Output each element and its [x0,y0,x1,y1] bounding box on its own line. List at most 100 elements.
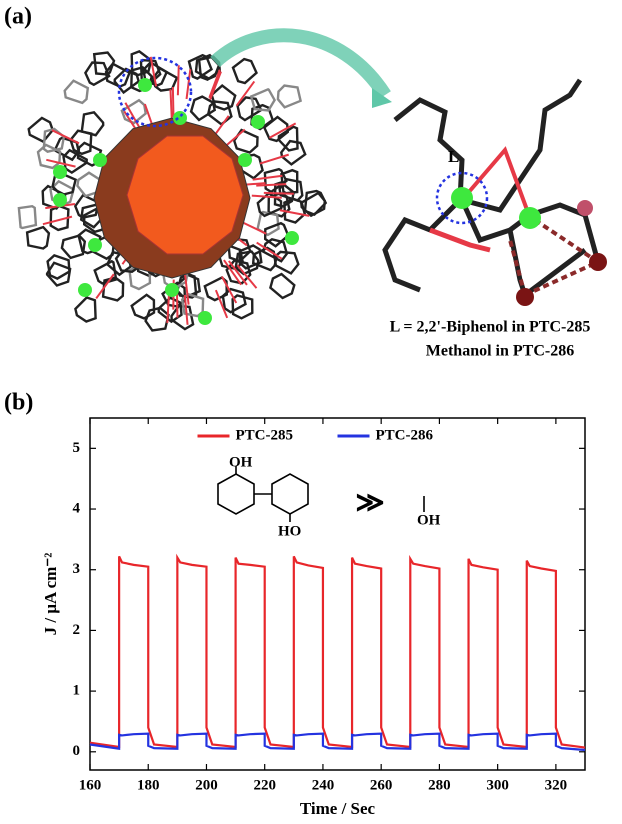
ring [217,473,255,515]
chart: 160 180 200 220 240 260 280 300 320 0 1 2 3 4 5 Time / … [41,417,586,818]
ligand-ring [170,304,195,331]
y-tick-label: 4 [73,500,81,516]
ligand-ring [93,259,118,285]
ligand-ring [74,296,97,323]
arrow-head [372,88,392,108]
ligand-ring [231,294,254,320]
metal-atom [88,238,102,252]
ligand-ring [263,221,290,248]
metal-atom [53,165,67,179]
arrow [210,28,391,99]
metal-atom [285,231,299,245]
ligand-ring [157,296,183,324]
atom [516,288,534,306]
ligand-label: L [448,147,459,166]
o-bond [149,56,158,87]
ligand-ring [263,167,288,194]
o-bond [169,89,173,120]
o-bond [223,259,242,286]
ligand-ring [277,125,299,152]
caption: L = 2,2'-Biphenol in PTC-285 [390,319,591,336]
ligand-ring [130,293,156,320]
ligand-ring [232,128,259,154]
metal-atom [519,207,541,229]
metal-atom [251,115,265,129]
o-bond [184,274,190,305]
dashed-bond [524,260,599,297]
panel-label: (b) [4,390,33,416]
o-bond [208,69,221,99]
highlight-circle [435,171,489,225]
polyhedron-face [126,135,244,255]
ligand-ring [63,79,90,105]
inset-structure [217,466,425,522]
y-tick-label: 1 [73,683,81,699]
x-tick-label: 200 [195,777,218,793]
caption: Methanol in PTC-286 [426,343,574,360]
x-tick-label: 320 [545,777,568,793]
o-bond [176,65,180,96]
ligand-ring [62,148,88,175]
dashed-bond [533,218,600,264]
legend-label: PTC-286 [376,427,434,443]
ligand-ring [250,103,275,131]
bond [461,78,583,213]
o-bond [166,292,171,324]
ligand-ring [280,139,307,166]
ligand-ring [36,143,62,170]
panel-label: (a) [4,4,32,30]
molecule-graphic [382,78,607,306]
o-bond [42,215,73,226]
ligand-ring [276,84,302,109]
x-tick-label: 300 [486,777,509,793]
o-bond [214,289,229,319]
inset-label: OH [229,454,253,470]
ligand-ring [203,276,229,302]
ligand-ring [101,276,125,302]
bond [382,97,465,293]
o-bond [51,129,80,145]
o-bond [235,80,256,107]
ligand-ring [221,287,247,314]
metal-atom [198,311,212,325]
y-tick-label: 2 [73,622,81,638]
x-tick-label: 220 [253,777,276,793]
highlight-circle [117,56,193,128]
x-tick-label: 160 [79,777,102,793]
data-line [89,732,586,752]
ligand-ring [17,204,38,230]
x-tick-label: 180 [137,777,160,793]
ligand-ring [262,115,290,143]
inset-label: OH [417,512,441,528]
o-bond [228,260,248,286]
y-tick-label: 3 [73,561,81,577]
ligand-ring [25,225,51,250]
inset-label: HO [278,523,301,539]
y-tick-label: 5 [73,440,81,456]
metal-atom [451,187,473,209]
ligand-ring [180,292,205,318]
ligand-ring [151,66,179,92]
o-bond [185,69,192,100]
o-bond [183,294,189,325]
x-axis-label: Time / Sec [300,799,376,818]
x-tick-label: 280 [428,777,451,793]
o-bond [259,153,289,165]
metal-atom [165,283,179,297]
ring [271,473,309,515]
plot-frame [89,417,586,771]
ligand-ring [225,259,252,285]
atom [577,200,593,216]
legend-label: PTC-285 [236,427,294,443]
metal-atom [173,111,187,125]
o-bond [124,102,142,130]
ligand-ring [46,254,71,280]
ligand-ring [256,191,283,218]
ligand-ring [261,238,289,263]
x-tick-label: 240 [312,777,335,793]
o-bond [251,194,282,199]
atom [589,253,607,271]
data-line [89,553,586,749]
o-bond [252,174,283,181]
